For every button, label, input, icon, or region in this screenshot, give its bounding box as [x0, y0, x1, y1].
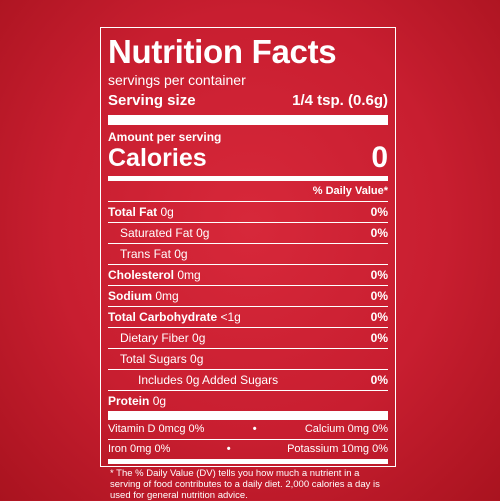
nutrient-name: Protein — [108, 394, 150, 408]
nutrient-amount: 0mg — [155, 289, 179, 303]
nutrient-amount: 0g — [190, 352, 204, 366]
nutrient-dv: 0% — [370, 268, 388, 282]
nutrient-dv: 0% — [370, 310, 388, 324]
nutrient-name: Trans Fat — [120, 247, 171, 261]
amount-per-serving: Amount per serving — [108, 130, 222, 144]
nutrient-dv: 0% — [370, 226, 388, 240]
nutrient-amount: 0mg — [177, 268, 201, 282]
serving-size-row: Serving size 1/4 tsp. (0.6g) — [108, 91, 388, 111]
nutrient-name: Saturated Fat — [120, 226, 193, 240]
calories-row: Calories 0 — [108, 141, 388, 174]
nutrient-amount: 0g — [152, 394, 167, 408]
vitamin-right: Potassium 10mg 0% — [287, 443, 388, 455]
nutrient-dv: 0% — [370, 289, 388, 303]
nutrient-name: Total Fat — [108, 205, 158, 219]
nutrient-row-trans-fat: Trans Fat 0g — [108, 244, 388, 265]
nutrient-row-cholesterol: Cholesterol 0mg 0% — [108, 265, 388, 286]
nutrient-row-total-fat: Total Fat 0g 0% — [108, 202, 388, 223]
daily-value-header: % Daily Value* — [108, 181, 388, 202]
nutrient-row-total-sugars: Total Sugars 0g — [108, 349, 388, 370]
calories-label: Calories — [108, 144, 207, 172]
calories-value: 0 — [371, 141, 388, 174]
nutrition-facts-panel: Nutrition Facts servings per container S… — [100, 27, 396, 501]
nutrient-name: Sodium — [108, 289, 152, 303]
nutrient-amount: <1g — [220, 310, 241, 324]
nutrient-row-protein: Protein 0g — [108, 391, 388, 411]
nutrient-row-dietary-fiber: Dietary Fiber 0g 0% — [108, 328, 388, 349]
nutrient-name: Cholesterol — [108, 268, 175, 282]
footnote-divider — [108, 459, 388, 464]
nutrient-amount: 0g — [160, 205, 174, 219]
protein-divider — [108, 411, 388, 420]
nutrient-row-added-sugars: Includes 0g Added Sugars 0% — [108, 370, 388, 391]
nutrient-dv: 0% — [370, 331, 388, 345]
nutrient-amount: 0g — [192, 331, 206, 345]
vitamin-right: Calcium 0mg 0% — [304, 423, 388, 435]
vitamin-row: Vitamin D 0mcg 0% • Calcium 0mg 0% — [108, 420, 388, 440]
nutrient-name: Dietary Fiber — [120, 331, 189, 345]
nutrient-dv: 0% — [370, 205, 388, 219]
vitamin-left: Iron 0mg 0% — [108, 443, 171, 455]
nutrient-row-total-carbohydrate: Total Carbohydrate <1g 0% — [108, 307, 388, 328]
serving-size-label: Serving size — [108, 92, 196, 109]
nutrient-dv: 0% — [370, 373, 388, 387]
bullet-separator: • — [252, 423, 257, 435]
vitamin-left: Vitamin D 0mcg 0% — [108, 423, 205, 435]
servings-per-container: servings per container — [108, 72, 246, 88]
nutrient-name: Total Sugars — [120, 352, 187, 366]
thick-divider — [108, 115, 388, 125]
label-title: Nutrition Facts — [108, 33, 337, 70]
nutrient-row-saturated-fat: Saturated Fat 0g 0% — [108, 223, 388, 244]
nutrient-name: Includes 0g Added Sugars — [138, 373, 279, 387]
medium-divider — [108, 176, 388, 181]
nutrient-name: Total Carbohydrate — [108, 310, 218, 324]
nutrient-row-sodium: Sodium 0mg 0% — [108, 286, 388, 307]
bullet-separator: • — [226, 443, 231, 455]
nutrient-amount: 0g — [196, 226, 210, 240]
vitamin-row: Iron 0mg 0% • Potassium 10mg 0% — [108, 440, 388, 459]
serving-size-value: 1/4 tsp. (0.6g) — [292, 92, 388, 109]
nutrient-amount: 0g — [174, 247, 188, 261]
footnote: * The % Daily Value (DV) tells you how m… — [110, 468, 380, 501]
